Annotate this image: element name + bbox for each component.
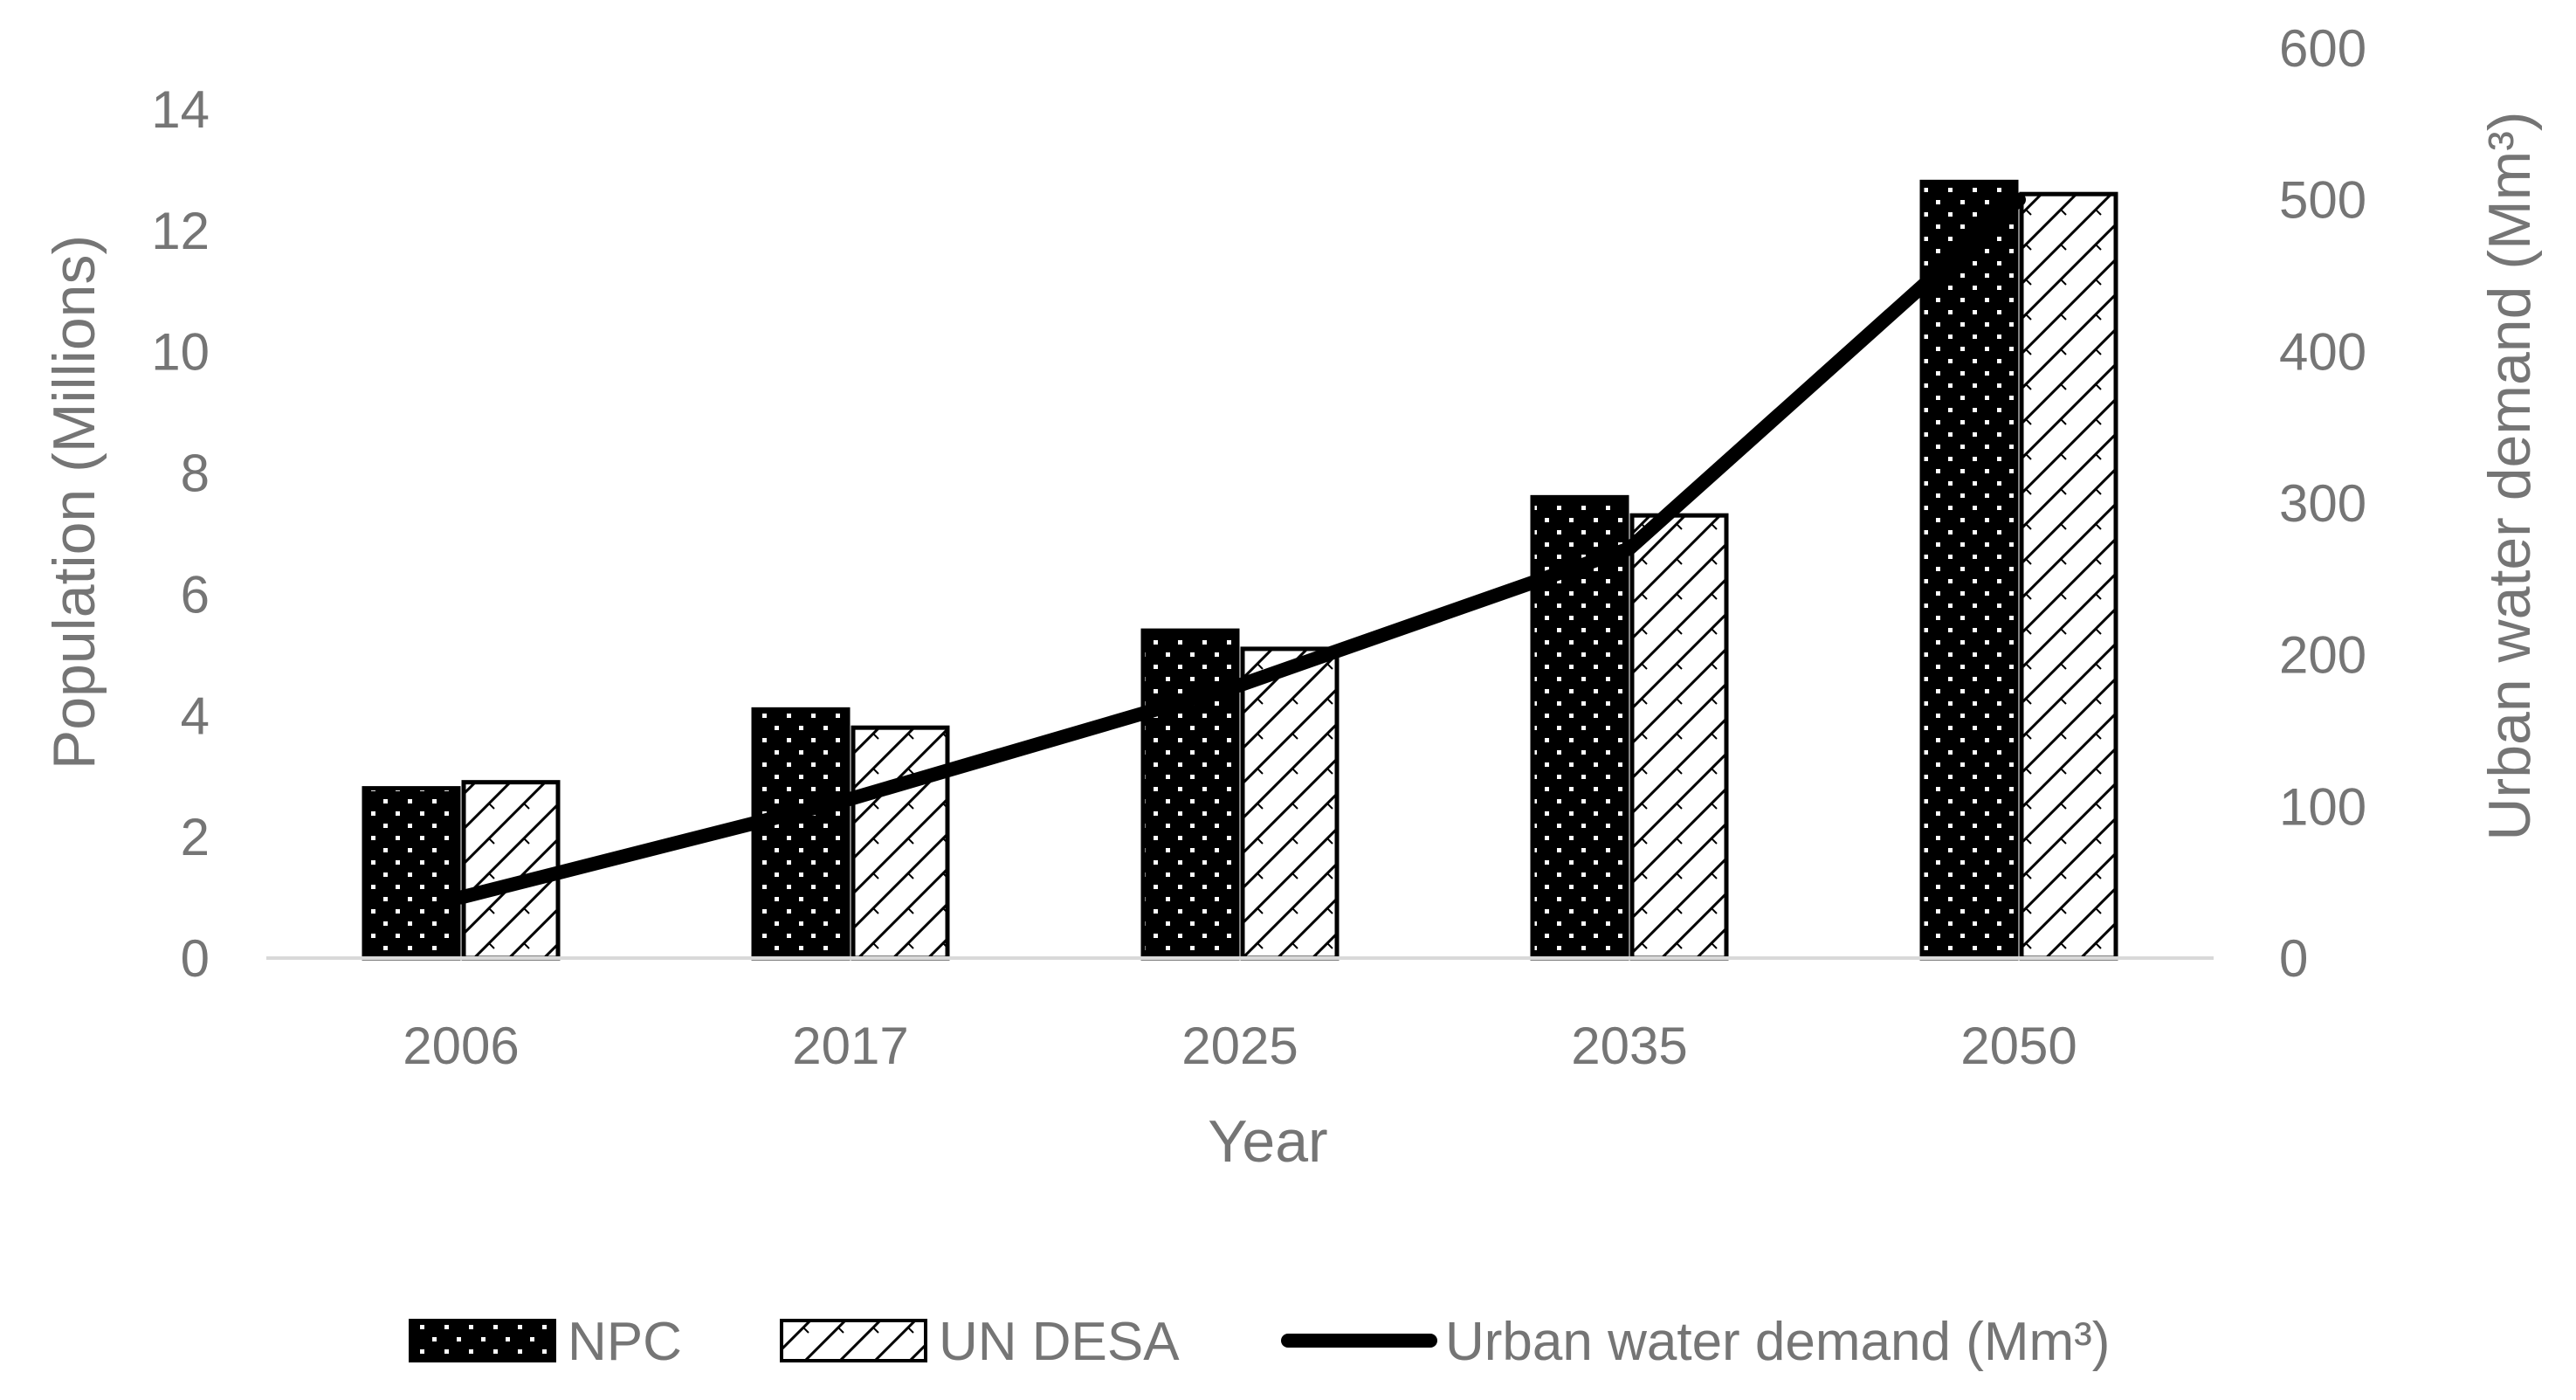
right-axis-ticks: 0 100 200 300 400 500 600 [2279, 19, 2366, 988]
bar-npc-2006 [362, 786, 461, 961]
x-tick-label: 2017 [792, 1017, 908, 1075]
legend-swatch-un-desa [780, 1319, 927, 1362]
bar-npc-2050 [1919, 179, 2019, 961]
left-axis-ticks: 0 2 4 6 8 10 12 14 [151, 80, 210, 988]
bar-un-desa-2035 [1629, 513, 1729, 961]
y2-tick-label: 600 [2279, 19, 2366, 78]
bar-un-desa-2025 [1240, 646, 1340, 961]
bars [362, 179, 2118, 961]
bar-npc-2017 [751, 707, 851, 961]
y-tick-label: 10 [151, 323, 210, 382]
y-tick-label: 0 [181, 929, 210, 988]
x-axis-ticks: 2006 2017 2025 2035 2050 [403, 1017, 2077, 1075]
y-tick-label: 4 [181, 686, 210, 745]
y-tick-label: 12 [151, 202, 210, 260]
legend-label-npc: NPC [568, 1312, 682, 1372]
water-demand-series [454, 192, 2026, 905]
x-tick-label: 2035 [1571, 1017, 1687, 1075]
legend-label-un-desa: UN DESA [939, 1312, 1180, 1372]
y-tick-label: 8 [181, 445, 210, 503]
y2-axis-title: Urban water demand (Mm³) [2476, 111, 2543, 840]
y-tick-label: 6 [181, 565, 210, 624]
y2-tick-label: 500 [2279, 171, 2366, 230]
legend-swatch-npc [409, 1319, 556, 1362]
x-axis-title: Year [1208, 1108, 1327, 1175]
y-tick-label: 14 [151, 80, 210, 139]
y-axis-title: Population (Millions) [41, 235, 107, 769]
y2-tick-label: 400 [2279, 322, 2366, 381]
legend: NPC UN DESA Urban water demand (Mm³) [409, 1312, 2110, 1372]
y2-tick-label: 100 [2279, 777, 2366, 836]
y2-tick-label: 300 [2279, 474, 2366, 533]
y2-tick-label: 0 [2279, 929, 2308, 988]
x-tick-label: 2050 [1960, 1017, 2077, 1075]
bar-npc-2025 [1140, 628, 1240, 961]
y-tick-label: 2 [181, 808, 210, 866]
water-demand-line [454, 192, 2026, 905]
y2-tick-label: 200 [2279, 626, 2366, 685]
legend-label-water-demand: Urban water demand (Mm³) [1445, 1312, 2110, 1372]
bar-un-desa-2017 [851, 725, 950, 961]
x-tick-label: 2025 [1181, 1017, 1298, 1075]
x-tick-label: 2006 [403, 1017, 519, 1075]
bar-un-desa-2050 [2019, 191, 2118, 961]
